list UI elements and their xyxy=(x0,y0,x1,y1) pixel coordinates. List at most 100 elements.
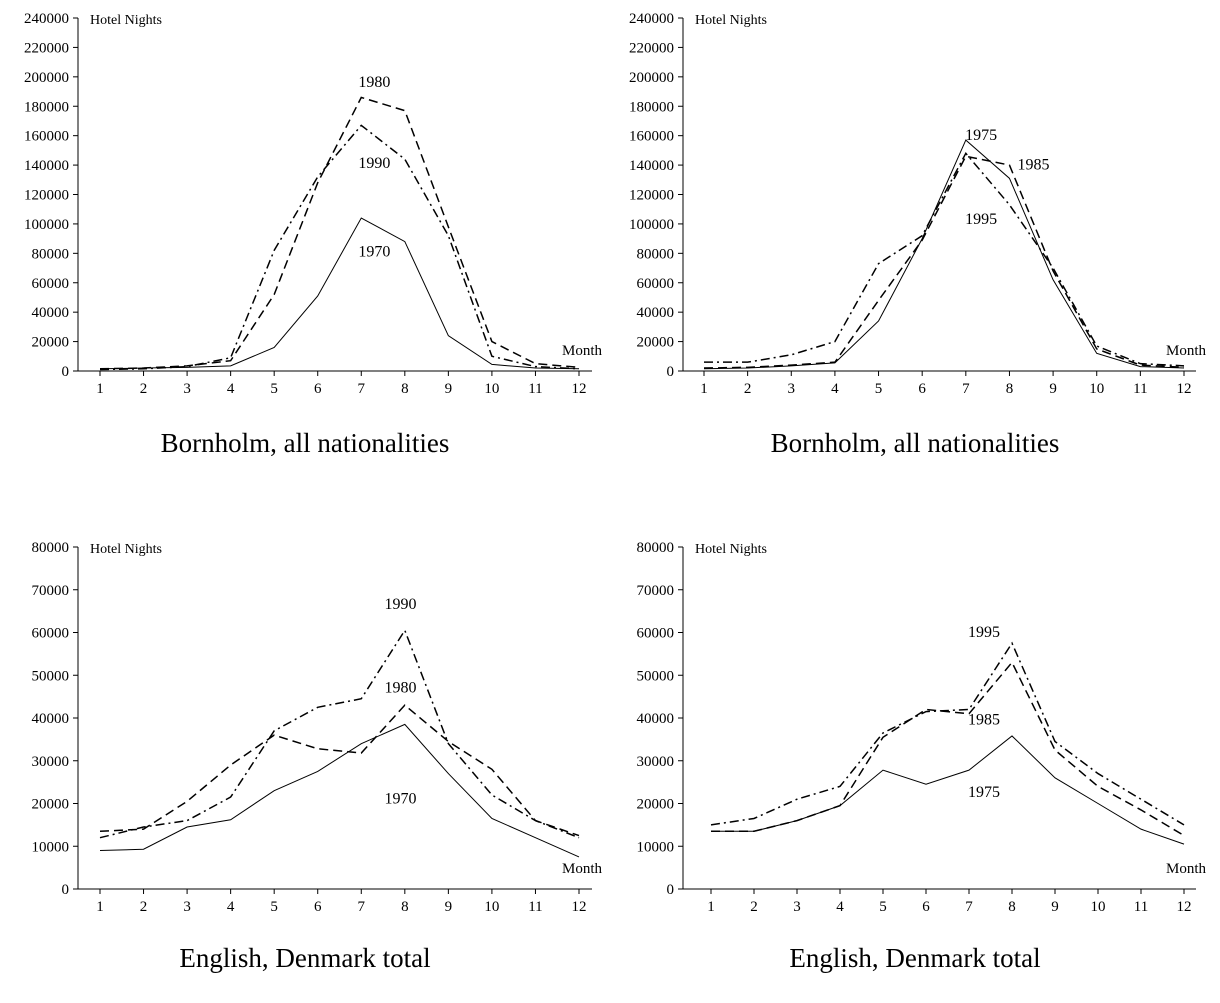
y-tick-label: 20000 xyxy=(637,335,675,351)
y-axis-label: Hotel Nights xyxy=(90,542,162,557)
year-annotation: 1985 xyxy=(968,711,1000,728)
year-annotation: 1990 xyxy=(358,155,390,172)
year-annotation: 1990 xyxy=(384,596,416,613)
year-annotation: 1980 xyxy=(384,679,416,696)
x-tick-label: 3 xyxy=(788,381,796,397)
x-tick-label: 6 xyxy=(918,381,926,397)
line-chart: 0 10000 20000 30000 40000 50000 60000 70000 8000… xyxy=(0,515,610,935)
year-annotation: 1980 xyxy=(358,74,390,91)
x-tick-label: 7 xyxy=(358,381,366,397)
y-tick-label: 200000 xyxy=(629,70,674,86)
x-tick-label: 5 xyxy=(270,899,278,915)
y-tick-label: 60000 xyxy=(32,626,70,642)
year-annotation: 1970 xyxy=(384,791,416,808)
y-tick-label: 180000 xyxy=(24,99,69,115)
y-tick-label: 80000 xyxy=(637,246,675,262)
y-tick-label: 0 xyxy=(62,364,70,380)
x-tick-label: 3 xyxy=(183,899,191,915)
x-tick-label: 10 xyxy=(484,899,499,915)
x-tick-label: 11 xyxy=(528,381,542,397)
y-tick-label: 10000 xyxy=(637,839,675,855)
x-tick-label: 5 xyxy=(270,381,278,397)
y-tick-label: 140000 xyxy=(629,158,674,174)
x-tick-label: 2 xyxy=(140,899,148,915)
year-annotation: 1975 xyxy=(965,127,997,144)
x-tick-label: 5 xyxy=(879,899,887,915)
chart-caption: English, Denmark total xyxy=(0,943,610,974)
y-tick-label: 160000 xyxy=(629,129,674,145)
y-axis-label: Hotel Nights xyxy=(90,13,162,28)
y-tick-label: 50000 xyxy=(637,668,675,684)
y-tick-label: 120000 xyxy=(24,188,69,204)
y-tick-label: 70000 xyxy=(32,583,70,599)
series-line-1990 xyxy=(100,125,579,369)
y-tick-label: 40000 xyxy=(637,711,675,727)
x-tick-label: 7 xyxy=(358,899,366,915)
series-line-1995 xyxy=(711,643,1184,825)
series-line-1995 xyxy=(704,153,1184,366)
x-tick-label: 2 xyxy=(744,381,752,397)
y-tick-label: 50000 xyxy=(32,668,70,684)
y-tick-label: 240000 xyxy=(629,11,674,27)
x-tick-label: 3 xyxy=(183,381,191,397)
series-line-1980 xyxy=(100,97,579,368)
series-line-1970 xyxy=(100,724,579,857)
x-tick-label: 1 xyxy=(700,381,708,397)
y-tick-label: 120000 xyxy=(629,188,674,204)
x-tick-label: 8 xyxy=(1008,899,1016,915)
x-tick-label: 12 xyxy=(572,381,587,397)
series-line-1970 xyxy=(100,218,579,369)
year-annotation: 1985 xyxy=(1017,156,1049,173)
x-tick-label: 11 xyxy=(1133,381,1147,397)
x-tick-label: 2 xyxy=(140,381,148,397)
y-tick-label: 80000 xyxy=(637,540,675,556)
y-tick-label: 200000 xyxy=(24,70,69,86)
y-tick-label: 0 xyxy=(62,882,70,898)
y-tick-label: 60000 xyxy=(637,276,675,292)
y-tick-label: 10000 xyxy=(32,839,70,855)
x-tick-label: 8 xyxy=(401,899,409,915)
year-annotation: 1975 xyxy=(968,784,1000,801)
x-tick-label: 4 xyxy=(836,899,844,915)
x-tick-label: 1 xyxy=(96,899,104,915)
x-tick-label: 7 xyxy=(962,381,970,397)
y-tick-label: 100000 xyxy=(629,217,674,233)
x-axis-label: Month xyxy=(562,861,603,877)
y-tick-label: 0 xyxy=(667,882,675,898)
x-tick-label: 9 xyxy=(1049,381,1057,397)
x-tick-label: 11 xyxy=(528,899,542,915)
chart-caption: Bornholm, all nationalities xyxy=(0,428,610,459)
x-tick-label: 11 xyxy=(1134,899,1148,915)
y-tick-label: 80000 xyxy=(32,540,70,556)
x-tick-label: 8 xyxy=(401,381,409,397)
series-line-1990 xyxy=(100,630,579,837)
x-tick-label: 12 xyxy=(1177,381,1192,397)
y-tick-label: 70000 xyxy=(637,583,675,599)
x-tick-label: 5 xyxy=(875,381,883,397)
x-tick-label: 7 xyxy=(965,899,973,915)
x-tick-label: 10 xyxy=(484,381,499,397)
y-tick-label: 100000 xyxy=(24,217,69,233)
x-tick-label: 1 xyxy=(707,899,715,915)
x-tick-label: 1 xyxy=(96,381,104,397)
x-tick-label: 9 xyxy=(445,381,453,397)
y-tick-label: 180000 xyxy=(629,99,674,115)
x-tick-label: 9 xyxy=(445,899,453,915)
x-axis-label: Month xyxy=(562,343,603,359)
y-tick-label: 40000 xyxy=(32,711,70,727)
y-tick-label: 60000 xyxy=(637,626,675,642)
x-axis-label: Month xyxy=(1166,343,1207,359)
y-tick-label: 240000 xyxy=(24,11,69,27)
y-tick-label: 20000 xyxy=(32,797,70,813)
x-axis-label: Month xyxy=(1166,861,1207,877)
line-chart: 0200004000060000800001000001200001400001… xyxy=(610,0,1220,420)
y-axis-label: Hotel Nights xyxy=(695,542,767,557)
y-tick-label: 60000 xyxy=(32,276,70,292)
y-tick-label: 0 xyxy=(667,364,675,380)
x-tick-label: 3 xyxy=(793,899,801,915)
y-tick-label: 30000 xyxy=(32,754,70,770)
y-axis-label: Hotel Nights xyxy=(695,13,767,28)
line-chart: 0200004000060000800001000001200001400001… xyxy=(0,0,610,420)
